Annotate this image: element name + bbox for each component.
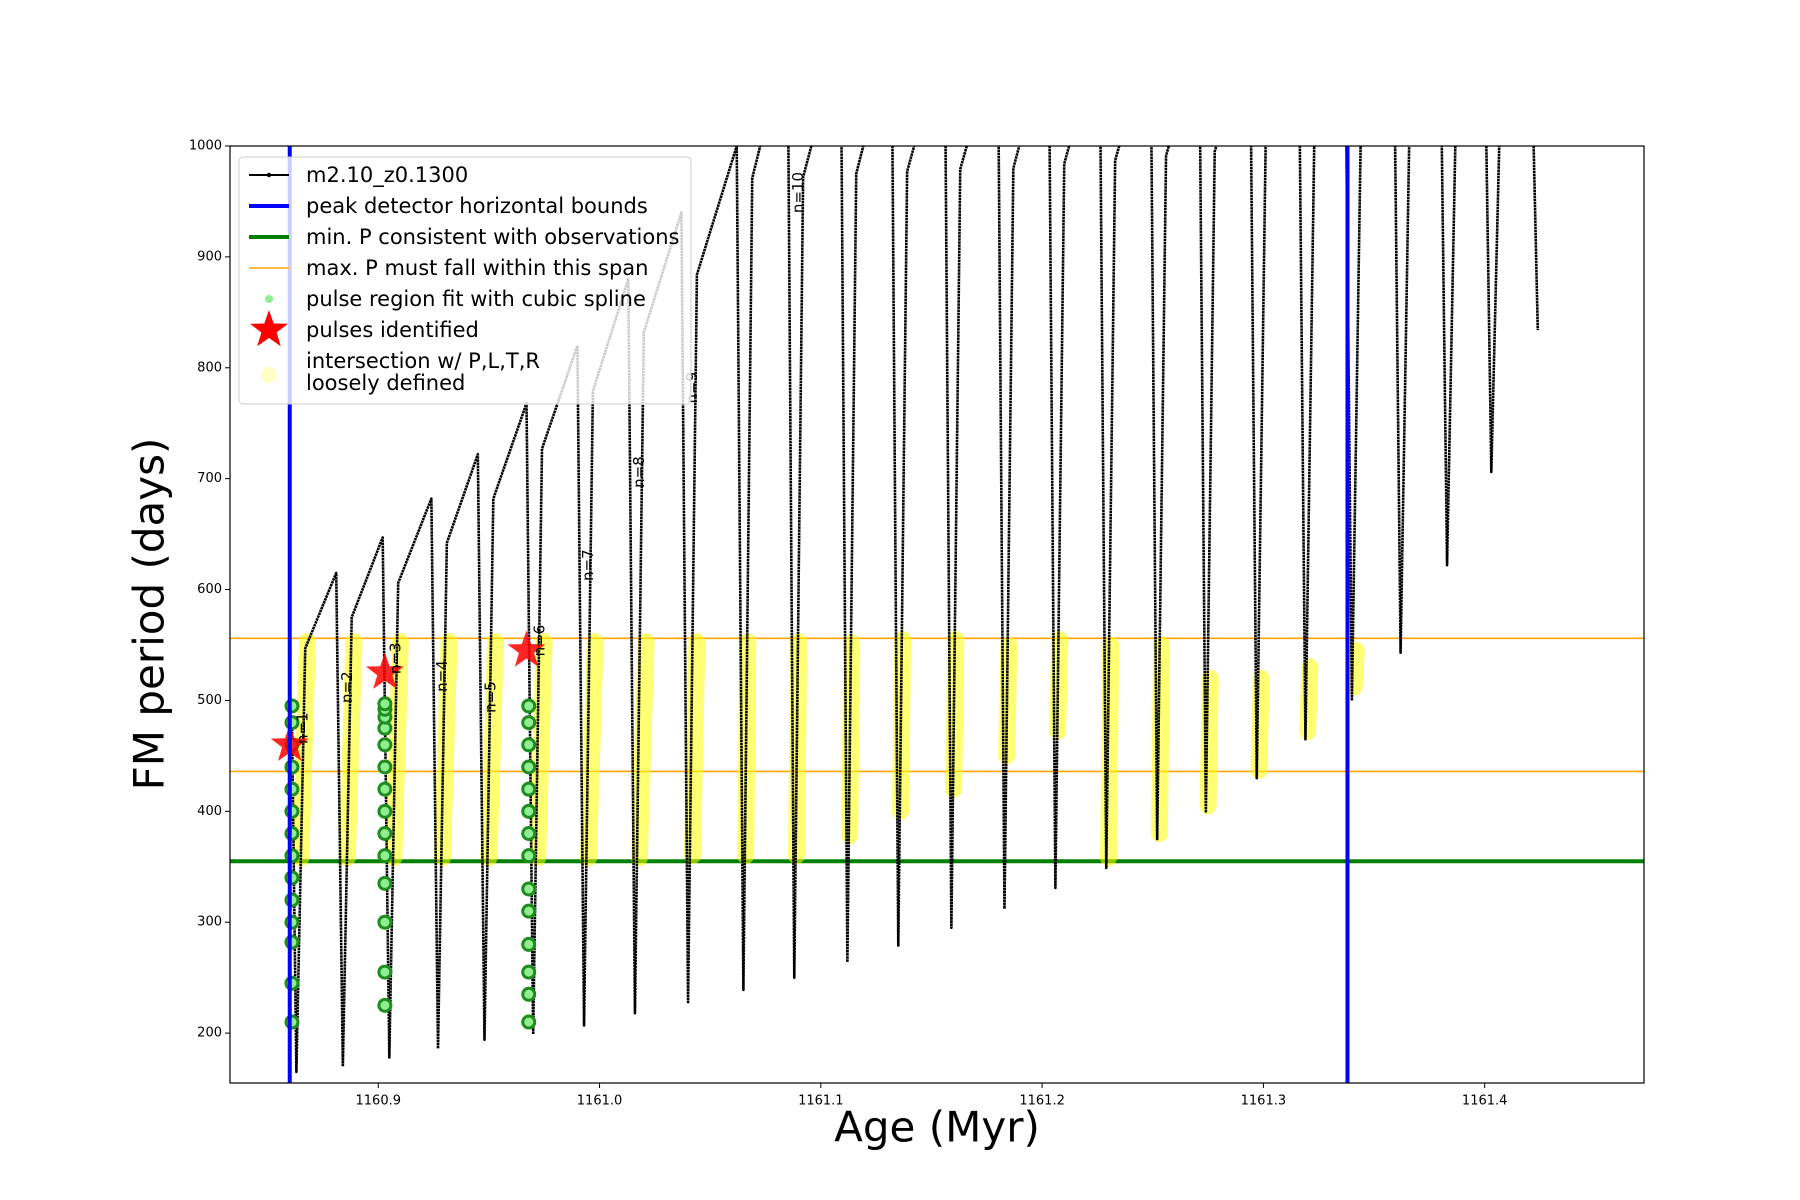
y-tick-label: 300	[197, 915, 222, 930]
legend-label: max. P must fall within this span	[306, 256, 648, 280]
x-tick-label: 1161.4	[1462, 1094, 1508, 1109]
x-tick-label: 1160.9	[356, 1094, 402, 1109]
annotation: n=7	[579, 549, 597, 581]
axes: 1160.9 1161.0 1161.1 1161.2 1161.3 1161.4 200 3…	[189, 139, 1508, 1109]
plot-area: n=1n=2n=3n=4n=5n=6n=7n=8n=9n=10	[230, 146, 1644, 1083]
legend-label: pulse region fit with cubic spline	[306, 287, 646, 311]
pulse-fit-point	[521, 964, 537, 980]
x-tick-label: 1161.3	[1241, 1094, 1287, 1109]
y-tick-label: 1000	[189, 139, 222, 154]
pulse-fit-point	[377, 737, 393, 753]
legend-label: peak detector horizontal bounds	[306, 194, 648, 218]
pulse-fit-point	[521, 826, 537, 842]
pulse-fit-point	[377, 826, 393, 842]
annotation: n=1	[294, 712, 312, 744]
pulse-fit-point	[521, 848, 537, 864]
y-tick-label: 400	[197, 804, 222, 819]
pulse-fit-point	[521, 698, 537, 714]
pulse-fit-point	[521, 759, 537, 775]
x-tick-label: 1161.2	[1019, 1094, 1065, 1109]
annotation: n=4	[433, 660, 451, 692]
pulse-fit-point	[377, 848, 393, 864]
pulse-fit-point	[377, 781, 393, 797]
annotation: n=8	[630, 456, 648, 488]
y-tick-label: 900	[197, 249, 222, 264]
legend-label: min. P consistent with observations	[306, 225, 679, 249]
pulse-fit-point	[521, 936, 537, 952]
legend-marker	[266, 172, 272, 178]
legend-label: intersection w/ P,L,T,R loosely defined	[306, 349, 540, 395]
pulse-fit-point	[521, 781, 537, 797]
legend-marker	[250, 310, 288, 347]
y-tick-label: 500	[197, 693, 222, 708]
pulse-fit-point	[521, 803, 537, 819]
pulse-fit-point	[377, 803, 393, 819]
annotation: n=2	[338, 671, 356, 703]
axes-frame	[229, 145, 1645, 1084]
pulse-fit-point	[377, 696, 393, 712]
legend-marker	[261, 367, 277, 383]
pulse-fit-point	[377, 997, 393, 1013]
y-tick-label: 600	[197, 582, 222, 597]
legend-label: pulses identified	[306, 318, 479, 342]
pulse-fit-point	[521, 1014, 537, 1030]
pulse-fit-point	[521, 881, 537, 897]
pulse-fit-point	[377, 964, 393, 980]
annotation: n=6	[530, 625, 548, 657]
y-tick-label: 200	[197, 1026, 222, 1041]
y-axis-label: FM period (days)	[125, 438, 174, 791]
pulse-fit-point	[377, 759, 393, 775]
pulse-fit-point	[521, 903, 537, 919]
legend-label: m2.10_z0.1300	[306, 163, 468, 188]
x-tick-label: 1161.1	[798, 1094, 844, 1109]
legend-marker	[265, 295, 273, 303]
pulse-fit-point	[377, 875, 393, 891]
annotation: n=5	[482, 681, 500, 713]
pulse-fit-point	[521, 737, 537, 753]
pulse-star	[365, 652, 404, 689]
pulse-fit-point	[521, 986, 537, 1002]
pulse-fit-point	[521, 715, 537, 731]
y-tick-label: 700	[197, 471, 222, 486]
legend-box	[238, 156, 692, 405]
y-tick-label: 800	[197, 360, 222, 375]
annotation: n=10	[789, 172, 807, 213]
x-tick-label: 1161.0	[577, 1094, 623, 1109]
pulse-star	[507, 630, 546, 667]
x-axis-label: Age (Myr)	[834, 1103, 1040, 1152]
pulse-fit-point	[377, 914, 393, 930]
annotation: n=3	[386, 642, 404, 674]
